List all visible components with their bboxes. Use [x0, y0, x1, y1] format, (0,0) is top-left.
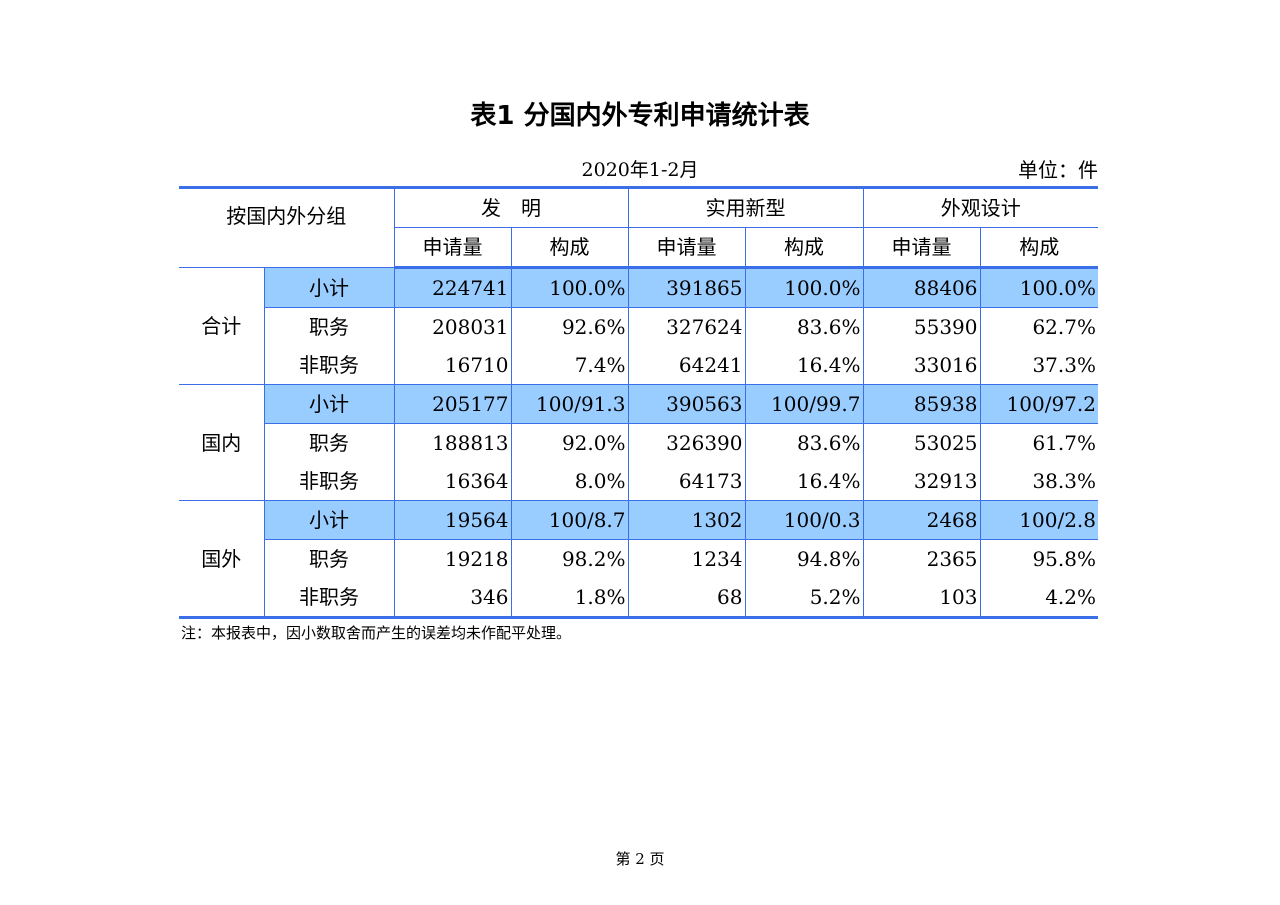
group-label-foreign: 国外: [179, 500, 265, 618]
table-note: 注：本报表中，因小数取舍而产生的误差均未作配平处理。: [181, 624, 572, 642]
row-label: 非职务: [264, 462, 395, 501]
data-cell: 64241: [627, 346, 746, 385]
subcol-header: 构成: [510, 227, 629, 269]
data-cell: 7.4%: [510, 346, 629, 385]
group-label-domestic: 国内: [179, 384, 265, 501]
table-row: 职务 188813 92.0% 326390 83.6% 53025 61.7%: [179, 423, 1098, 462]
data-cell: 16710: [393, 346, 512, 385]
group-label-total: 合计: [179, 267, 265, 385]
unit-label: 单位：件: [1018, 158, 1098, 182]
data-cell: 83.6%: [744, 307, 864, 346]
data-cell: 100/0.3: [744, 500, 864, 540]
row-label: 小计: [263, 267, 395, 308]
data-cell: 64173: [627, 462, 746, 501]
subcol-header: 申请量: [862, 227, 981, 269]
table-row: 非职务 16710 7.4% 64241 16.4% 33016 37.3%: [179, 346, 1098, 385]
data-cell: 83.6%: [744, 423, 864, 462]
data-cell: 208031: [393, 307, 512, 346]
data-cell: 391865: [627, 267, 746, 308]
data-cell: 100/8.7: [510, 500, 629, 540]
data-cell: 5.2%: [744, 578, 864, 618]
data-cell: 188813: [393, 423, 512, 462]
data-cell: 19218: [393, 539, 512, 578]
data-cell: 327624: [627, 307, 746, 346]
row-label: 小计: [263, 500, 395, 540]
data-cell: 100/2.8: [979, 500, 1098, 540]
patent-statistics-table: 按国内外分组 发 明 实用新型 外观设计 申请量 构成 申请量 构成 申请量 构…: [179, 186, 1098, 619]
data-cell: 38.3%: [979, 462, 1098, 501]
row-label: 职务: [264, 423, 395, 462]
subcol-header: 构成: [744, 227, 864, 269]
header-row-categories: 按国内外分组 发 明 实用新型 外观设计: [179, 187, 1098, 268]
row-label: 小计: [263, 384, 395, 424]
header-row-subcolumns: 申请量 构成 申请量 构成 申请量 构成: [179, 227, 1098, 269]
row-label: 非职务: [264, 578, 395, 618]
data-cell: 62.7%: [979, 307, 1098, 346]
data-cell: 4.2%: [979, 578, 1098, 618]
data-cell: 100/99.7: [744, 384, 864, 424]
data-cell: 100/97.2: [979, 384, 1098, 424]
data-cell: 326390: [627, 423, 746, 462]
table-row: 职务 19218 98.2% 1234 94.8% 2365 95.8%: [179, 539, 1098, 578]
data-cell: 16.4%: [744, 462, 864, 501]
data-cell: 1302: [627, 500, 746, 540]
category-header-invention: 发 明: [393, 187, 629, 228]
data-cell: 100.0%: [979, 267, 1098, 308]
data-cell: 53025: [862, 423, 981, 462]
data-cell: 1.8%: [510, 578, 629, 618]
data-cell: 92.6%: [510, 307, 629, 346]
data-cell: 37.3%: [979, 346, 1098, 385]
group-header: 按国内外分组: [179, 187, 395, 268]
data-cell: 68: [627, 578, 746, 618]
data-cell: 32913: [862, 462, 981, 501]
data-cell: 100.0%: [510, 267, 629, 308]
subcol-header: 构成: [979, 227, 1098, 269]
group-header-label: 按国内外分组: [226, 204, 347, 228]
row-label: 职务: [264, 539, 395, 578]
data-cell: 390563: [627, 384, 746, 424]
period-label: 2020年1-2月: [581, 159, 699, 181]
table-row: 国外 小计 19564 100/8.7 1302 100/0.3 2468 10…: [179, 500, 1098, 618]
subcol-header: 申请量: [394, 227, 512, 269]
data-cell: 33016: [862, 346, 981, 385]
row-label: 职务: [264, 307, 395, 346]
data-cell: 2365: [862, 539, 981, 578]
data-cell: 346: [393, 578, 512, 618]
table-row: 非职务 346 1.8% 68 5.2% 103 4.2%: [179, 578, 1098, 618]
data-cell: 16364: [393, 462, 512, 501]
data-cell: 95.8%: [979, 539, 1098, 578]
table-row: 非职务 16364 8.0% 64173 16.4% 32913 38.3%: [179, 462, 1098, 501]
data-cell: 55390: [862, 307, 981, 346]
data-cell: 205177: [393, 384, 512, 424]
table-row: 合计 小计 224741 100.0% 391865 100.0% 88406 …: [179, 267, 1098, 385]
data-cell: 19564: [393, 500, 512, 540]
data-cell: 1234: [627, 539, 746, 578]
data-cell: 61.7%: [979, 423, 1098, 462]
table-title: 表1 分国内外专利申请统计表: [470, 101, 810, 131]
data-cell: 92.0%: [510, 423, 629, 462]
data-cell: 100/91.3: [510, 384, 629, 424]
category-header-design: 外观设计: [862, 187, 1098, 228]
page-number: 第 2 页: [615, 850, 665, 868]
data-cell: 100.0%: [744, 267, 864, 308]
data-cell: 8.0%: [510, 462, 629, 501]
data-cell: 88406: [862, 267, 981, 308]
table-row: 国内 小计 205177 100/91.3 390563 100/99.7 85…: [179, 384, 1098, 501]
row-label: 非职务: [264, 346, 395, 385]
category-header-utility-model: 实用新型: [627, 187, 864, 228]
data-cell: 224741: [393, 267, 512, 308]
data-cell: 94.8%: [744, 539, 864, 578]
table-row: 职务 208031 92.6% 327624 83.6% 55390 62.7%: [179, 307, 1098, 346]
data-cell: 98.2%: [510, 539, 629, 578]
data-cell: 85938: [862, 384, 981, 424]
data-cell: 103: [862, 578, 981, 618]
subcol-header: 申请量: [627, 227, 746, 269]
data-cell: 2468: [862, 500, 981, 540]
data-cell: 16.4%: [744, 346, 864, 385]
